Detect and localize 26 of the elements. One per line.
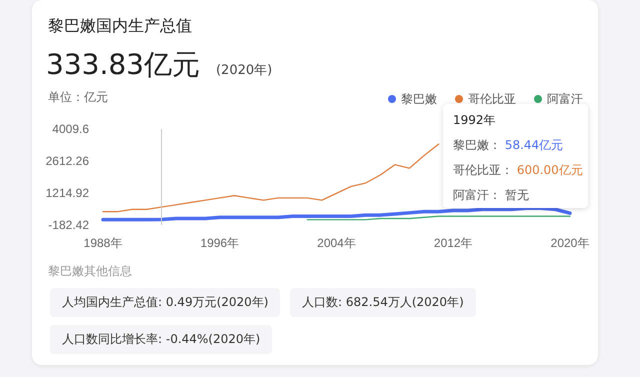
- x-tick-label: 2012年: [434, 236, 473, 250]
- y-tick-label: -182.42: [48, 218, 90, 232]
- line-series: [102, 144, 440, 212]
- text: 1992年: [453, 112, 496, 129]
- legend-label: 哥伦比亚: [468, 92, 516, 106]
- text: (2020年): [216, 63, 272, 78]
- annotation: 哥伦比亚： 600.00亿元: [453, 163, 583, 177]
- annotation: 阿富汗： 暂无: [453, 188, 529, 202]
- y-tick-label: 4009.6: [52, 122, 90, 136]
- x-tick-label: 1988年: [84, 236, 122, 250]
- x-tick-label: 2020年: [550, 236, 590, 250]
- legend-label: 黎巴嫩: [401, 92, 437, 106]
- y-tick-label: 1214.92: [46, 186, 90, 200]
- chart-title: 黎巴嫩国内生产总值: [48, 16, 192, 37]
- x-tick-label: 1996年: [200, 236, 240, 250]
- y-tick-label: 2612.26: [46, 154, 90, 168]
- annotation: 黎巴嫩： 58.44亿元: [453, 138, 564, 152]
- chart-subtitle: 333.83亿元: [46, 48, 200, 81]
- text: 黎巴嫩其他信息: [48, 263, 132, 280]
- text: 人均国内生产总值: 0.49万元(2020年): [50, 288, 280, 317]
- x-tick-label: 2004年: [317, 236, 356, 250]
- line-series: [101, 206, 572, 222]
- text: 人口数: 682.54万人(2020年): [290, 288, 476, 317]
- legend-label: 阿富汗: [547, 92, 583, 106]
- text: 人口数同比增长率: -0.44%(2020年): [50, 325, 272, 354]
- y-axis-title: 单位：亿元: [48, 89, 108, 106]
